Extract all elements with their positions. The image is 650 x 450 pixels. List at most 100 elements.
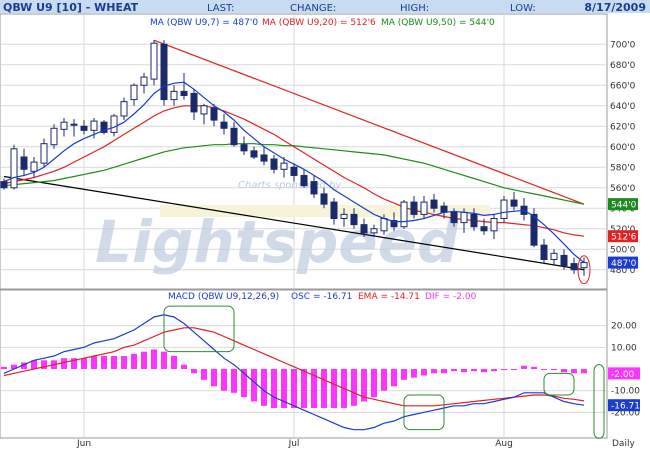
price-tag-box — [608, 198, 638, 211]
histogram-bar — [211, 369, 217, 387]
histogram-bar — [431, 369, 437, 374]
histogram-bar — [491, 369, 497, 372]
low-label: LOW: — [510, 3, 536, 14]
histogram-bar — [111, 356, 117, 369]
header-date: 8/17/2009 — [584, 1, 646, 14]
price-tag-label: 544'0 — [611, 201, 637, 211]
candle — [320, 187, 328, 209]
highlight-box — [543, 372, 575, 396]
histogram-bar — [461, 369, 467, 373]
candle-body-down — [220, 121, 228, 129]
candle-body-down — [180, 90, 188, 97]
price-tag-label: 487'0 — [611, 259, 637, 269]
candle — [190, 89, 198, 121]
histogram-bar — [81, 358, 87, 369]
histogram-bar — [551, 369, 557, 371]
candle-body-down — [300, 174, 308, 187]
macd-tick-label: 20.00 — [611, 322, 637, 332]
candle-body-up — [10, 148, 18, 189]
candle-body-up — [580, 262, 588, 269]
candle — [550, 249, 558, 266]
candle — [110, 113, 118, 137]
price-tick-label: 580'0 — [610, 163, 636, 173]
x-tick-label: Jun — [76, 439, 91, 449]
candle — [170, 85, 178, 106]
histogram-bar — [321, 369, 327, 408]
candle — [370, 224, 378, 237]
histogram-bar — [181, 364, 187, 369]
ma50-line — [3, 143, 585, 205]
histogram-bar — [141, 351, 147, 369]
candle — [250, 146, 258, 160]
price-tick-label: 680'0 — [610, 61, 636, 71]
candle-body-down — [350, 213, 358, 226]
candle — [410, 195, 418, 219]
histogram-bar — [421, 369, 427, 376]
candle — [70, 119, 78, 137]
candle-body-down — [330, 201, 338, 220]
candle — [210, 103, 218, 127]
candle-body-down — [360, 224, 368, 234]
price-tick-label: 480'0 — [610, 266, 636, 276]
histogram-bar — [251, 369, 257, 402]
histogram-bar — [531, 366, 537, 369]
histogram-bar — [521, 365, 527, 369]
candle-body-down — [390, 220, 398, 228]
candle-body-down — [290, 166, 298, 176]
candle — [570, 257, 578, 274]
histogram-bar — [1, 366, 7, 369]
candle — [160, 40, 168, 106]
macd-axis: 20.00 10.00 -10.00 -20.00 -2.00 -16.71 — [608, 322, 640, 418]
candle — [120, 97, 128, 121]
candle-body-down — [450, 211, 458, 224]
candle — [350, 208, 358, 229]
candle — [330, 198, 338, 225]
price-tick-label: 520'0 — [610, 225, 636, 235]
candle — [280, 157, 288, 178]
macd-line — [3, 314, 585, 431]
price-tag-label: 512'6 — [611, 233, 637, 243]
candle — [240, 136, 248, 155]
candle — [60, 118, 68, 137]
highlight-box — [593, 364, 605, 439]
price-tag-box — [608, 230, 638, 243]
candle — [150, 40, 158, 86]
candle — [90, 118, 98, 139]
histogram-bar — [441, 369, 447, 374]
x-tick-label: Aug — [495, 439, 513, 449]
histogram-bar — [581, 369, 587, 374]
lower-trendline — [3, 175, 585, 271]
candle-body-up — [380, 218, 388, 232]
candle — [0, 178, 8, 190]
upper-trendline — [153, 39, 585, 205]
histogram-bar — [21, 362, 27, 369]
candle-body-up — [150, 42, 158, 80]
candle-body-down — [100, 121, 108, 133]
price-tag-box — [608, 256, 638, 269]
candle — [50, 124, 58, 149]
candle-body-up — [170, 90, 178, 101]
candle — [500, 195, 508, 223]
candle-body-down — [190, 92, 198, 113]
histogram-bar — [281, 369, 287, 408]
candle-body-down — [540, 244, 548, 260]
histogram-bar — [161, 351, 167, 369]
histogram-bar — [411, 369, 417, 378]
candle — [10, 144, 18, 190]
candle-body-up — [460, 211, 468, 224]
histogram-bar — [11, 364, 17, 369]
candle-body-down — [440, 205, 448, 213]
macd-legend-dif: DIF = -2.00 — [425, 292, 477, 302]
macd-tag-box — [608, 399, 640, 412]
histogram-bar — [351, 369, 357, 406]
histogram-bar — [121, 356, 127, 369]
candle — [470, 208, 478, 231]
histogram-bar — [201, 369, 207, 380]
candle-body-down — [270, 158, 278, 170]
histogram-bar — [191, 369, 197, 374]
candle-body-down — [0, 181, 8, 189]
candle-body-up — [500, 199, 508, 220]
histogram-bar — [131, 353, 137, 369]
histogram-bar — [91, 356, 97, 369]
